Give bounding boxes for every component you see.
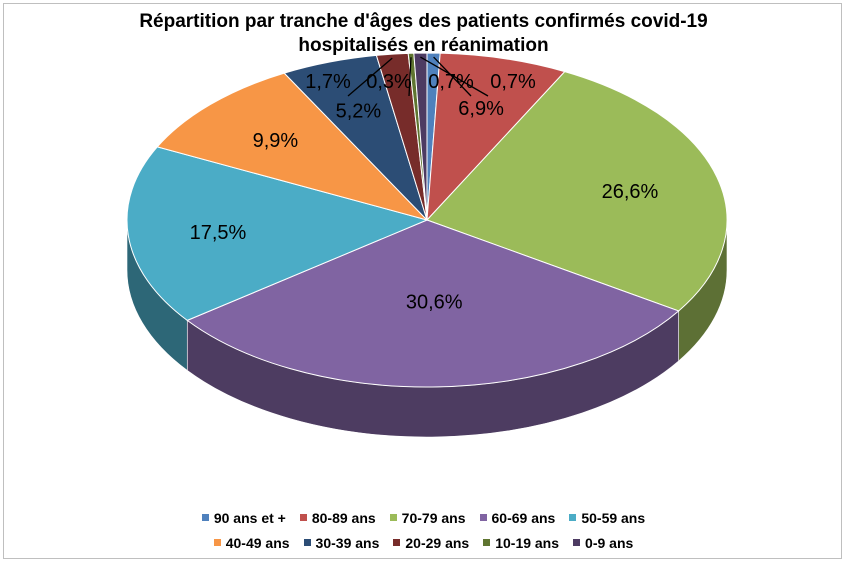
- data-label: 30,6%: [406, 292, 463, 314]
- legend-label: 60-69 ans: [491, 509, 556, 526]
- legend-swatch: [393, 539, 401, 546]
- chart-title-line-2: hospitalisés en réanimation: [298, 35, 549, 56]
- data-label: 9,9%: [253, 130, 299, 152]
- legend-swatch: [483, 539, 491, 546]
- pie-slice: [186, 219, 680, 388]
- data-label: 1,7%: [305, 71, 351, 93]
- leader-line: [347, 57, 393, 97]
- legend-label: 40-49 ans: [225, 534, 290, 551]
- pie-chart: 0,7% 6,9% 26,6% 30,6% 17,5% 9,9% 5,2% 1,7% 0,3% 0…: [126, 52, 728, 438]
- legend-label: 50-59 ans: [581, 509, 646, 526]
- legend-item: 40-49 ans: [213, 534, 290, 551]
- legend-swatch: [389, 514, 397, 521]
- data-label: 5,2%: [336, 101, 382, 123]
- pie-slice: [426, 52, 566, 222]
- legend-item: 0-9 ans: [573, 535, 633, 551]
- chart-title-line-1: Répartition par tranche d'âges des patie…: [139, 11, 708, 32]
- legend-row: 40-49 ans 30-39 ans 20-29 ans 10-19 ans 0-9 …: [0, 530, 847, 555]
- legend-label: 10-19 ans: [495, 534, 560, 551]
- legend-label: 0-9 ans: [585, 534, 634, 551]
- legend-item: 30-39 ans: [303, 534, 380, 551]
- data-label: 0,7%: [428, 71, 474, 93]
- pie-slice: [426, 71, 728, 312]
- legend-swatch: [299, 514, 307, 521]
- pie-slice: [413, 52, 428, 221]
- legend-item: 60-69 ans: [479, 509, 556, 526]
- pie-tops: [126, 52, 728, 388]
- data-label: 6,9%: [458, 98, 504, 120]
- pie-data-labels: 0,7% 6,9% 26,6% 30,6% 17,5% 9,9% 5,2% 1,7% 0,3% 0…: [190, 56, 659, 314]
- legend-item: 50-59 ans: [569, 510, 645, 526]
- chart-legend: 90 ans et + 80-89 ans 70-79 ans 60-69 ans 50…: [0, 505, 847, 555]
- pie-slice: [126, 146, 429, 321]
- data-label: 26,6%: [602, 181, 659, 203]
- legend-item: 90 ans et +: [201, 509, 286, 526]
- leader-line: [420, 56, 489, 97]
- legend-label: 20-29 ans: [405, 534, 470, 551]
- leader-line: [433, 56, 472, 97]
- legend-row: 90 ans et + 80-89 ans 70-79 ans 60-69 ans 50…: [0, 505, 847, 530]
- legend-swatch: [573, 539, 581, 546]
- legend-swatch: [569, 514, 577, 521]
- legend-item: 10-19 ans: [483, 535, 559, 551]
- legend-item: 70-79 ans: [389, 509, 466, 526]
- leader-line: [408, 57, 412, 97]
- data-label: 17,5%: [190, 222, 247, 244]
- legend-label: 70-79 ans: [401, 509, 466, 526]
- legend-swatch: [303, 539, 311, 546]
- data-label: 0,3%: [366, 71, 412, 93]
- data-label: 0,7%: [490, 71, 536, 93]
- legend-item: 80-89 ans: [299, 509, 376, 526]
- legend-label: 90 ans et +: [213, 509, 286, 526]
- pie-slice: [156, 72, 429, 221]
- legend-label: 30-39 ans: [315, 534, 380, 551]
- legend-item: 20-29 ans: [393, 535, 469, 551]
- chart-title: Répartition par tranche d'âges des patie…: [0, 10, 847, 58]
- legend-swatch: [479, 514, 487, 521]
- legend-swatch: [213, 539, 221, 546]
- legend-swatch: [201, 514, 209, 521]
- legend-label: 80-89 ans: [311, 509, 376, 526]
